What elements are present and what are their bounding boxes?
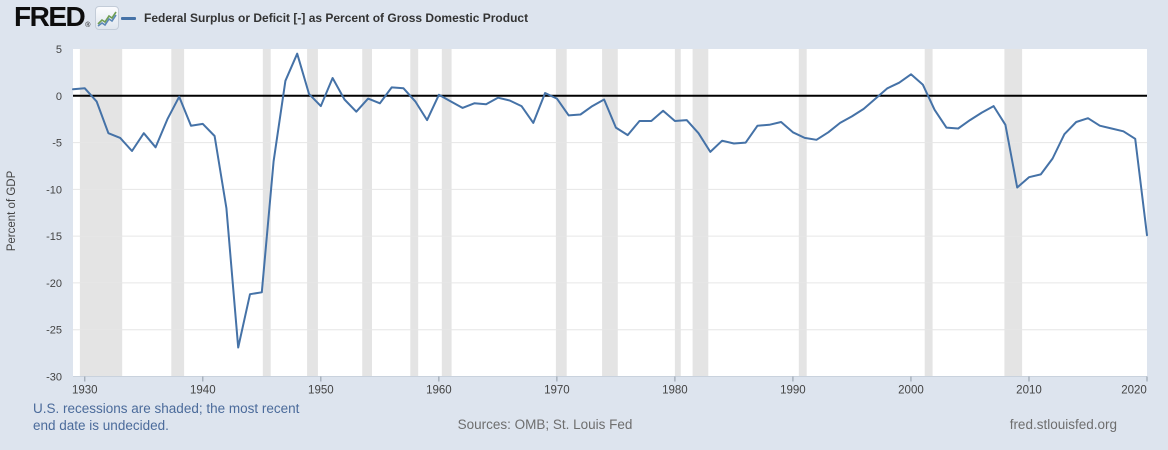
recession-band [441,49,452,377]
y-tick-label: 0 [56,91,62,103]
recession-note-line2: end date is undecided. [33,418,169,433]
x-tick-label: 2000 [898,385,924,397]
x-tick-label: 2020 [1121,385,1147,397]
y-tick-label: 5 [56,44,62,56]
y-tick-label: -10 [46,184,62,196]
recession-band [171,49,185,377]
recession-note: U.S. recessions are shaded; the most rec… [33,400,299,434]
recession-band [307,49,318,377]
recession-band [1004,49,1023,377]
recession-band [602,49,618,377]
site-link[interactable]: fred.stlouisfed.org [1009,417,1117,432]
legend-line-swatch-icon [121,16,136,20]
y-tick-label: -5 [52,138,62,150]
y-tick-label: -20 [46,278,62,290]
recession-band [410,49,419,377]
recession-band [262,49,271,377]
recession-band [798,49,807,377]
data-line [72,52,1148,349]
y-tick-label: -15 [46,231,62,243]
x-tick-label: 1980 [662,385,688,397]
y-axis-title: Percent of GDP [6,170,18,252]
x-tick-label: 1990 [780,385,806,397]
recession-band [674,49,681,377]
y-tick-label: -25 [46,325,62,337]
recession-band [555,49,567,377]
legend-series-label: Federal Surplus or Deficit [-] as Percen… [144,11,529,25]
legend: Federal Surplus or Deficit [-] as Percen… [121,0,528,36]
registered-trademark: ® [85,22,91,29]
fred-sparkline-icon [95,6,120,30]
x-tick-label: 2010 [1016,385,1042,397]
fred-logo-text: FRED [14,1,86,32]
x-tick-label: 1940 [190,385,216,397]
recession-band [79,49,123,377]
x-tick-label: 1970 [544,385,570,397]
recession-band [362,49,372,377]
recession-note-line1: U.S. recessions are shaded; the most rec… [33,401,300,416]
recession-band [692,49,709,377]
x-tick-label: 1930 [72,385,98,397]
x-tick-label: 1960 [426,385,452,397]
y-tick-label: -30 [46,372,62,384]
sources-text: Sources: OMB; St. Louis Fed [457,417,633,432]
fred-logo-link[interactable]: FRED ® [14,1,120,32]
x-tick-label: 1950 [308,385,334,397]
recession-band [924,49,933,377]
